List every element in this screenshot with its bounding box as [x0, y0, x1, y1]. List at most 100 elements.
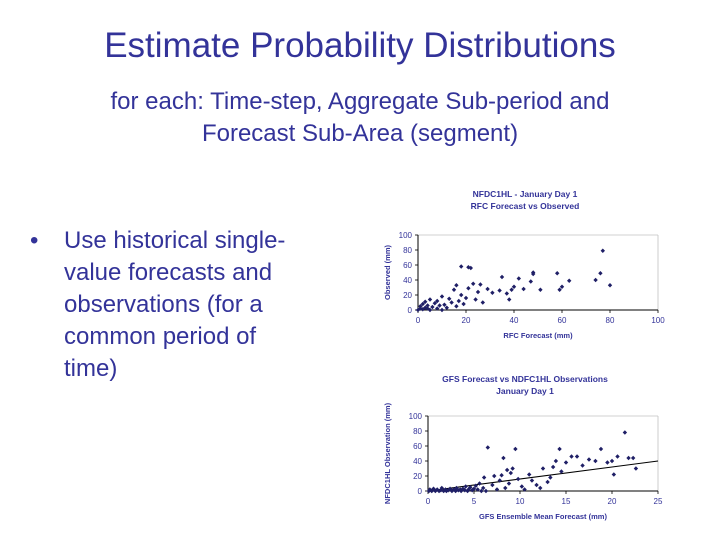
data-point	[557, 287, 562, 292]
data-point	[510, 466, 515, 471]
data-point	[449, 300, 454, 305]
data-point	[593, 458, 598, 464]
data-point	[447, 296, 452, 301]
y-axis-label: Observed (mm)	[383, 244, 392, 300]
slide-title: Estimate Probability Distributions	[104, 26, 616, 65]
data-point	[423, 299, 428, 304]
data-point	[423, 305, 428, 310]
chart-title: NFDC1HL - January Day 1	[473, 189, 578, 199]
subtitle-line-1: for each: Time-step, Aggregate Sub-perio…	[110, 88, 610, 115]
data-point	[420, 307, 425, 312]
data-point	[540, 466, 546, 471]
y-tick-label: 100	[399, 231, 413, 240]
data-point	[435, 298, 440, 304]
data-point	[494, 487, 500, 492]
data-point	[506, 481, 512, 486]
data-point	[456, 298, 461, 304]
data-point	[441, 488, 446, 494]
data-point	[477, 481, 482, 486]
y-axis-label: NFDC1HL Observation (mm)	[383, 402, 392, 504]
data-point	[420, 301, 425, 307]
data-point	[456, 488, 461, 493]
data-point	[507, 297, 512, 302]
data-point	[600, 248, 605, 253]
data-point	[473, 297, 478, 302]
data-point	[478, 282, 483, 287]
data-point	[598, 446, 604, 452]
bullet-line-1: Use historical single-	[64, 227, 286, 254]
data-point	[559, 284, 565, 289]
subtitle-line-2: Forecast Sub-Area (segment)	[201, 120, 519, 147]
data-point	[538, 485, 543, 491]
data-point	[415, 307, 421, 313]
data-point	[427, 297, 433, 302]
data-point	[479, 488, 484, 494]
data-point	[607, 283, 613, 288]
data-point	[447, 486, 453, 491]
data-point	[431, 486, 436, 491]
bullet-marker: •	[30, 227, 39, 254]
rfc-scatter-chart: NFDC1HL - January Day 1 RFC Forecast vs O…	[383, 189, 665, 340]
data-point	[463, 295, 469, 301]
data-point	[534, 482, 539, 488]
data-point	[418, 306, 423, 311]
data-point	[550, 464, 556, 470]
x-axis-label: RFC Forecast (mm)	[503, 331, 573, 340]
bullet-item: • Use historical single- value forecasts…	[30, 225, 330, 385]
data-point	[569, 454, 574, 459]
data-point	[466, 265, 471, 270]
y-tick-label: 40	[403, 276, 412, 285]
data-point	[519, 484, 525, 489]
data-point	[449, 488, 455, 494]
chart-subtitle: RFC Forecast vs Observed	[471, 201, 580, 211]
data-point	[490, 290, 495, 295]
data-point	[418, 304, 423, 309]
data-point	[475, 289, 481, 295]
data-point	[633, 466, 639, 471]
bullet-line-2: value forecasts and	[64, 259, 273, 286]
data-point	[548, 475, 553, 480]
x-tick-label: 20	[462, 316, 471, 325]
x-tick-label: 10	[516, 497, 525, 506]
y-tick-label: 80	[413, 427, 422, 436]
data-point	[437, 303, 442, 308]
bullet-line-4: common period of	[64, 323, 257, 350]
data-point	[516, 276, 521, 281]
bullet-line-3: observations (for a	[64, 291, 263, 318]
data-point	[509, 287, 514, 292]
data-point	[492, 473, 497, 479]
data-point	[471, 486, 477, 491]
data-point	[444, 488, 449, 494]
data-point	[528, 279, 533, 284]
data-point	[439, 294, 445, 299]
x-tick-label: 80	[606, 316, 615, 325]
slide-subtitle: for each: Time-step, Aggregate Sub-perio…	[40, 86, 680, 150]
data-point	[468, 265, 473, 271]
x-tick-label: 100	[651, 316, 665, 325]
data-point	[485, 445, 490, 450]
data-point	[454, 304, 459, 309]
data-point	[432, 301, 437, 306]
data-point	[461, 301, 466, 307]
data-point	[497, 478, 502, 483]
y-tick-label: 0	[418, 487, 423, 496]
data-point	[439, 307, 445, 313]
data-point	[497, 288, 502, 293]
data-point	[439, 485, 444, 491]
x-tick-label: 0	[416, 316, 421, 325]
x-tick-label: 25	[654, 497, 663, 506]
data-point	[490, 482, 495, 488]
data-point	[444, 305, 449, 310]
y-tick-label: 60	[413, 442, 422, 451]
data-point	[499, 473, 504, 478]
data-point	[430, 304, 435, 310]
data-point	[605, 460, 610, 465]
data-point	[521, 286, 526, 292]
data-point	[630, 455, 636, 461]
data-point	[593, 277, 598, 283]
data-point	[598, 271, 603, 276]
data-point	[501, 455, 506, 461]
data-point	[451, 287, 457, 292]
data-point	[511, 284, 517, 289]
data-point	[435, 306, 440, 311]
